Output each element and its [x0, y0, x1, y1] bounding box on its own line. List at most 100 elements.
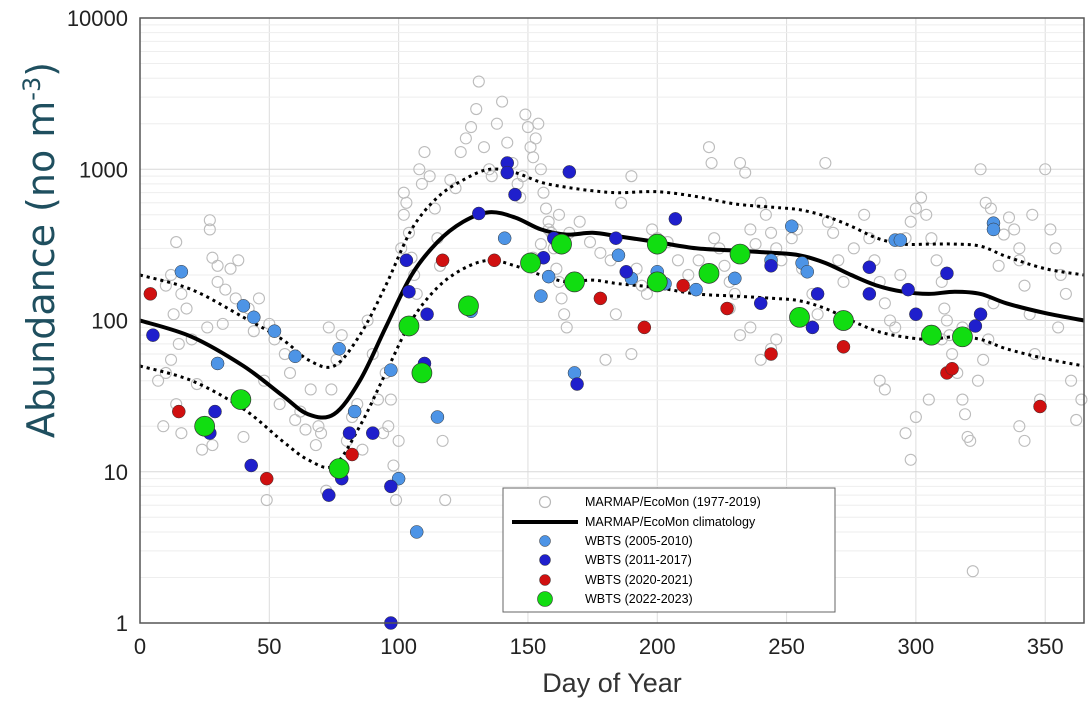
marmap-point	[180, 302, 193, 315]
marmap-point	[878, 297, 891, 310]
marmap-point	[361, 314, 374, 327]
wbts-2022-2023-point	[328, 458, 350, 479]
wbts-2020-2021-point	[435, 253, 450, 268]
wbts-2011-2017-point	[909, 307, 923, 321]
wbts-2020-2021-point	[945, 361, 959, 376]
wbts-2005-2010-point	[567, 366, 582, 380]
marmap-point	[1026, 208, 1039, 221]
marmap-point	[304, 383, 317, 396]
wbts-2020-2021-point	[676, 278, 690, 293]
marmap-point	[325, 383, 338, 396]
marmap-point	[1002, 211, 1016, 224]
marmap-point	[260, 493, 273, 507]
wbts-2005-2010-point	[347, 404, 362, 419]
marmap-point	[863, 232, 876, 245]
marmap-point	[413, 163, 426, 176]
marmap-point	[702, 141, 716, 154]
marmap-point	[1054, 268, 1067, 282]
x-tick-label: 50	[257, 634, 281, 659]
marmap-point	[920, 208, 933, 221]
wbts-2022-2023-point	[194, 415, 216, 437]
x-tick-label: 300	[898, 634, 935, 659]
marmap-point	[759, 208, 772, 221]
marmap-point	[415, 177, 428, 190]
marmap-point	[909, 410, 922, 424]
marmap-point	[558, 308, 571, 321]
marmap-point	[961, 430, 974, 443]
marmap-point	[534, 163, 547, 176]
marmap-point	[283, 366, 297, 380]
marmap-point	[534, 238, 547, 251]
marmap-point	[175, 427, 188, 440]
x-tick-label: 250	[768, 634, 805, 659]
climatology-mean-line	[139, 210, 1085, 420]
marmap-point	[1018, 434, 1031, 447]
marmap-point	[395, 242, 408, 255]
marmap-point	[922, 393, 935, 406]
marmap-point	[682, 268, 695, 282]
x-tick-label: 100	[380, 634, 417, 659]
marmap-point	[175, 287, 188, 300]
marmap-point	[964, 434, 977, 447]
marmap-point	[237, 430, 250, 443]
wbts-2005-2010-point	[611, 248, 626, 263]
wbts-2020-2021-point	[720, 301, 734, 316]
marmap-point	[609, 308, 622, 321]
legend-label-marmap: MARMAP/EcoMon (1977-2019)	[585, 495, 761, 509]
marmap-point	[599, 353, 612, 366]
marmap-point	[172, 337, 185, 350]
wbts-2011-2017-point	[562, 165, 577, 179]
marmap-point	[519, 108, 532, 121]
wbts-2011-2017-point	[968, 319, 983, 333]
y-axis-label: Abundance (no m-3)	[18, 62, 63, 438]
marmap-point	[203, 223, 216, 236]
wbts-2005-2010-point	[267, 324, 282, 338]
marmap-point	[1070, 413, 1083, 427]
marmap-point	[485, 170, 498, 183]
x-tick-label: 350	[1027, 634, 1064, 659]
wbts-2011-2017-point	[862, 287, 877, 301]
wbts-2022-2023-point	[458, 295, 479, 317]
marmap-point	[400, 196, 413, 209]
legend-marker-wbts-2011	[539, 554, 551, 566]
marmap-point	[402, 226, 416, 239]
wbts-2020-2021-point	[764, 347, 778, 361]
marmap-point	[583, 236, 597, 249]
marmap-point	[170, 236, 183, 249]
marmap-point	[938, 302, 951, 315]
wbts-2020-2021-point	[345, 447, 359, 462]
wbts-2022-2023-point	[551, 233, 572, 255]
marmap-point	[744, 321, 757, 334]
wbts-2005-2010-point	[384, 363, 398, 377]
marmap-point	[470, 103, 483, 116]
marmap-point	[211, 259, 224, 272]
wbts-2011-2017-point	[764, 259, 778, 273]
wbts-2011-2017-point	[668, 212, 683, 226]
marmap-point	[314, 427, 328, 440]
marmap-point	[904, 215, 917, 228]
marmap-point	[560, 321, 573, 334]
wbts-2022-2023-point	[921, 324, 942, 346]
x-axis-label: Day of Year	[542, 668, 682, 698]
marmap-point	[159, 279, 172, 292]
marmap-point	[977, 353, 990, 366]
marmap-point	[382, 420, 395, 433]
marmap-point	[878, 383, 891, 396]
marmap-point	[542, 215, 555, 228]
marmap-point	[312, 420, 325, 433]
wbts-2011-2017-point	[342, 426, 357, 440]
wbts-2022-2023-point	[646, 233, 668, 255]
marmap-point	[516, 170, 529, 183]
marmap-point	[909, 202, 922, 215]
marmap-point	[625, 348, 638, 361]
marmap-point	[708, 232, 721, 245]
wbts-2020-2021-point	[172, 404, 186, 419]
marmap-point	[436, 434, 449, 447]
marmap-point	[573, 215, 586, 228]
legend-marker-marmap	[538, 495, 552, 509]
wbts-2011-2017-point	[500, 165, 515, 180]
marmap-point	[894, 268, 907, 282]
x-tick-label: 150	[510, 634, 547, 659]
marmap-point	[552, 208, 566, 221]
marmap-point	[728, 287, 741, 300]
